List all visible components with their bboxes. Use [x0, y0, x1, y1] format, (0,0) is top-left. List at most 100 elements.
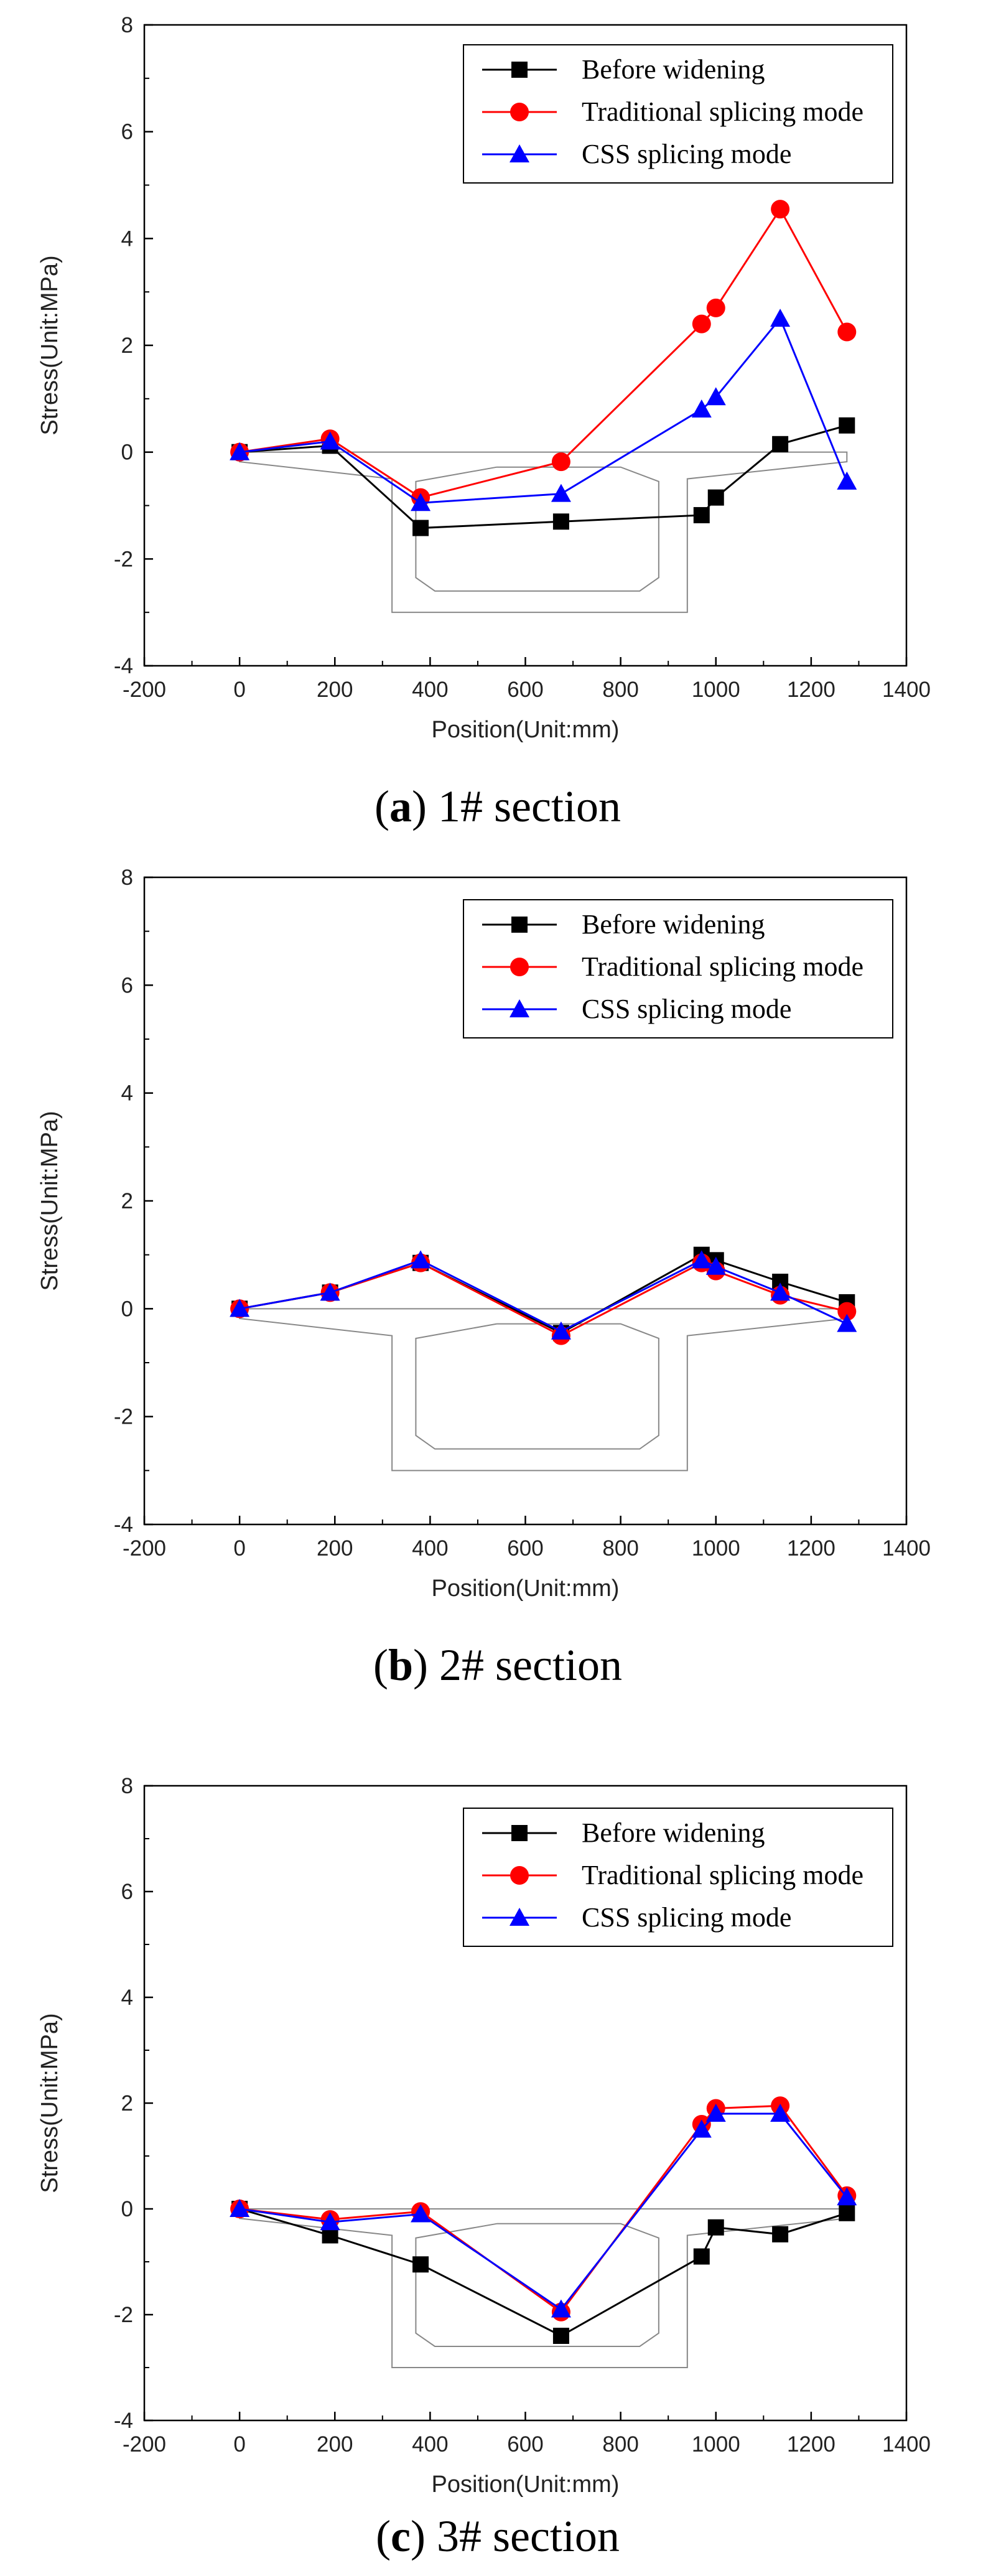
data-point [705, 2104, 726, 2122]
data-point [837, 1314, 857, 1332]
series-line [239, 2112, 848, 2311]
y-tick-label: 4 [121, 226, 133, 251]
x-tick-label: 400 [412, 678, 448, 702]
legend-marker [510, 958, 529, 976]
chart-panel-2: -200 0 200 400 600 800 1000 1200 1400 -4 -2 0 2 4 6 8 Po… [37, 866, 931, 1690]
data-point [230, 1299, 250, 1317]
data-point [551, 2299, 571, 2318]
data-point [412, 520, 429, 536]
legend-marker [510, 1866, 529, 1885]
legend-marker [511, 62, 528, 78]
data-point [837, 2187, 857, 2206]
data-point [837, 322, 857, 342]
legend-box [463, 44, 893, 184]
data-point [412, 2256, 429, 2273]
y-tick-label: 6 [121, 973, 133, 997]
x-tick-label: 400 [412, 1536, 448, 1561]
panel-caption: (b) 2# section [373, 1640, 622, 1690]
x-tick-label: -200 [123, 1536, 166, 1561]
y-tick-label: 4 [121, 1986, 133, 2010]
x-tick-label: 1200 [787, 1536, 835, 1561]
series-3 [230, 2104, 857, 2318]
data-point [411, 1250, 431, 1269]
data-point [320, 431, 340, 450]
y-tick-label: -4 [114, 1513, 133, 1537]
y-tick-label: 2 [121, 334, 133, 358]
legend-marker [511, 1825, 528, 1841]
legend-label: Before widening [582, 1818, 765, 1848]
data-point [772, 436, 789, 452]
data-point [411, 493, 431, 511]
data-point [707, 2219, 724, 2236]
caption-letter: b [388, 1640, 413, 1690]
data-point [706, 298, 725, 317]
data-point [551, 452, 570, 472]
y-tick-label: 2 [121, 2091, 133, 2116]
x-tick-label: 600 [507, 678, 543, 702]
caption-letter: a [389, 782, 412, 831]
data-point [705, 1256, 726, 1275]
legend-marker [510, 999, 529, 1017]
data-point [770, 309, 791, 327]
x-tick-label: 200 [317, 2432, 353, 2457]
panel-caption: (c) 3# section [376, 2511, 620, 2561]
y-tick-label: -2 [114, 1405, 133, 1429]
data-point [771, 200, 790, 219]
x-tick-label: 0 [233, 678, 245, 702]
y-axis-title: Stress(Unit:MPa) [37, 2013, 63, 2193]
x-tick-label: 1000 [692, 2432, 740, 2457]
data-point [839, 2205, 855, 2221]
series-line [239, 1259, 847, 1333]
panel-caption: (a) 1# section [375, 782, 621, 831]
data-point [551, 483, 571, 502]
x-tick-label: 1200 [787, 678, 835, 702]
data-point [552, 2328, 569, 2344]
x-tick-label: 1000 [692, 1536, 740, 1561]
x-axis-title: Position(Unit:mm) [432, 1575, 620, 1602]
data-point [320, 1282, 340, 1301]
section-outline [239, 451, 848, 614]
y-tick-label: 4 [121, 1081, 133, 1106]
section-cavity [415, 466, 659, 592]
data-point [691, 2119, 712, 2138]
section-cavity [415, 2223, 659, 2347]
data-point [705, 387, 726, 406]
x-tick-label: 400 [412, 2432, 448, 2457]
data-point [772, 2226, 789, 2242]
x-tick-label: 800 [602, 1536, 638, 1561]
series-line [239, 317, 848, 504]
y-tick-label: 0 [121, 441, 133, 465]
legend-label: Traditional splicing mode [582, 951, 863, 982]
legend-label: CSS splicing mode [582, 994, 791, 1024]
x-tick-label: 1400 [882, 678, 931, 702]
series-line [239, 207, 848, 499]
legend-label: Traditional splicing mode [582, 1860, 863, 1890]
x-tick-label: 200 [317, 678, 353, 702]
series-line [240, 424, 847, 530]
data-point [230, 442, 250, 460]
y-axis-title: Stress(Unit:MPa) [37, 1111, 63, 1290]
data-point [839, 417, 855, 434]
legend-box [463, 1808, 893, 1947]
y-tick-label: 6 [121, 1880, 133, 1904]
data-point [837, 471, 857, 490]
y-tick-label: 0 [121, 1297, 133, 1321]
y-tick-label: 8 [121, 13, 133, 37]
y-tick-label: 2 [121, 1189, 133, 1213]
data-point [691, 1250, 712, 1269]
data-point [837, 1302, 857, 1321]
series-2 [230, 200, 857, 507]
y-axis-title: Stress(Unit:MPa) [37, 255, 63, 435]
legend: Before widening Traditional splicing mode… [463, 899, 893, 1038]
caption-letter: c [391, 2511, 411, 2561]
y-tick-label: -4 [114, 2409, 133, 2433]
x-tick-label: 1200 [787, 2432, 835, 2457]
section-outline [239, 1308, 848, 1472]
x-tick-label: 600 [507, 2432, 543, 2457]
legend: Before widening Traditional splicing mode… [463, 44, 893, 184]
legend-marker [510, 103, 529, 121]
y-tick-label: 0 [121, 2197, 133, 2221]
x-tick-label: 200 [317, 1536, 353, 1561]
legend: Before widening Traditional splicing mode… [463, 1808, 893, 1947]
x-tick-label: 800 [602, 2432, 638, 2457]
